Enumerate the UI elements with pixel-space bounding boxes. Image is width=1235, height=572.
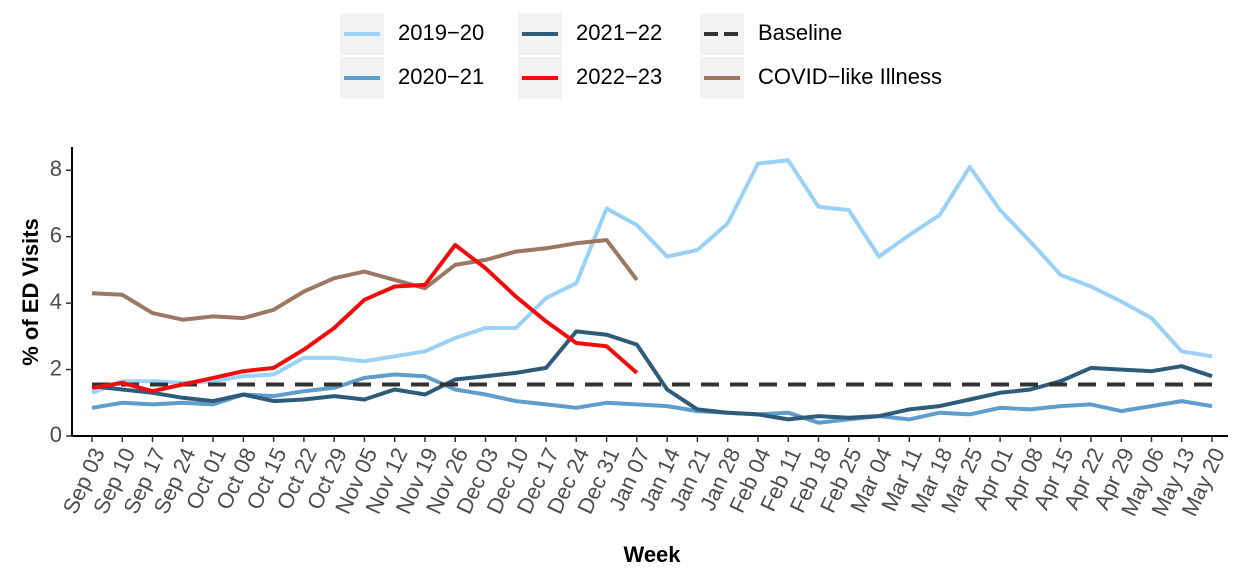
series-line (91, 329, 1213, 422)
y-axis-title: % of ED Visits (18, 218, 43, 366)
legend: 2019−20 2020−21 2021−22 2022−23 Baseline COVI… (340, 13, 942, 99)
legend-label: 2021−22 (576, 20, 662, 45)
y-tick-label: 6 (50, 223, 62, 248)
legend-label: 2019−20 (398, 20, 484, 45)
series-line (91, 238, 639, 322)
series-line (91, 158, 1213, 395)
y-tick-label: 4 (50, 289, 62, 314)
legend-label: COVID−like Illness (758, 64, 942, 89)
y-tick-label: 0 (50, 422, 62, 447)
legend-label: 2020−21 (398, 64, 484, 89)
legend-label: 2022−23 (576, 64, 662, 89)
legend-label: Baseline (758, 20, 842, 45)
x-axis-title: Week (623, 542, 681, 567)
series-line (91, 243, 639, 394)
series-line (91, 372, 1213, 425)
y-tick-label: 8 (50, 156, 62, 181)
y-tick-label: 2 (50, 355, 62, 380)
